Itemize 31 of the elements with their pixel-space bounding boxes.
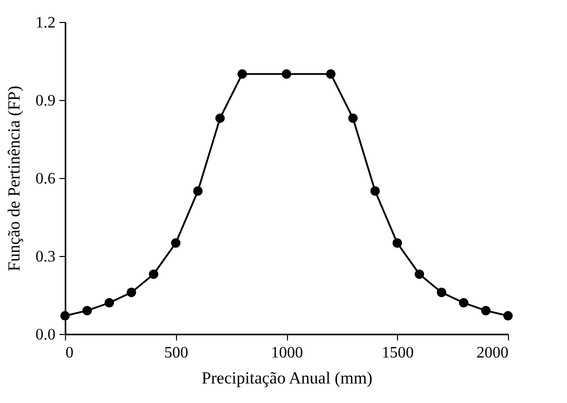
x-axis-title: Precipitação Anual (mm) [202,368,372,388]
point [82,306,92,316]
point [392,238,402,248]
point [104,298,114,308]
point [282,69,292,79]
x-tick-label: 500 [164,344,188,362]
point [503,311,513,321]
point [436,288,446,298]
point [348,113,358,123]
y-axis-title: Função de Pertinência (FP) [4,86,24,272]
point [414,269,424,279]
y-tick-label: 0.9 [36,92,56,110]
point [148,269,158,279]
x-tick-label: 1000 [271,344,303,362]
y-tick-label: 0.3 [36,248,56,266]
point [326,69,336,79]
point [193,186,203,196]
point [171,238,180,248]
point [215,113,225,123]
point [237,69,247,79]
point [370,186,380,196]
point [481,306,491,316]
x-tick-label: 1500 [382,344,414,362]
x-tick-label: 0 [66,344,74,362]
point [458,298,468,308]
y-tick-label: 0.6 [36,170,56,188]
point [60,311,70,321]
y-tick-label: 0.0 [36,326,56,344]
x-tick-label: 2000 [476,344,508,362]
point [126,288,136,298]
y-tick-label: 1.2 [36,14,56,32]
